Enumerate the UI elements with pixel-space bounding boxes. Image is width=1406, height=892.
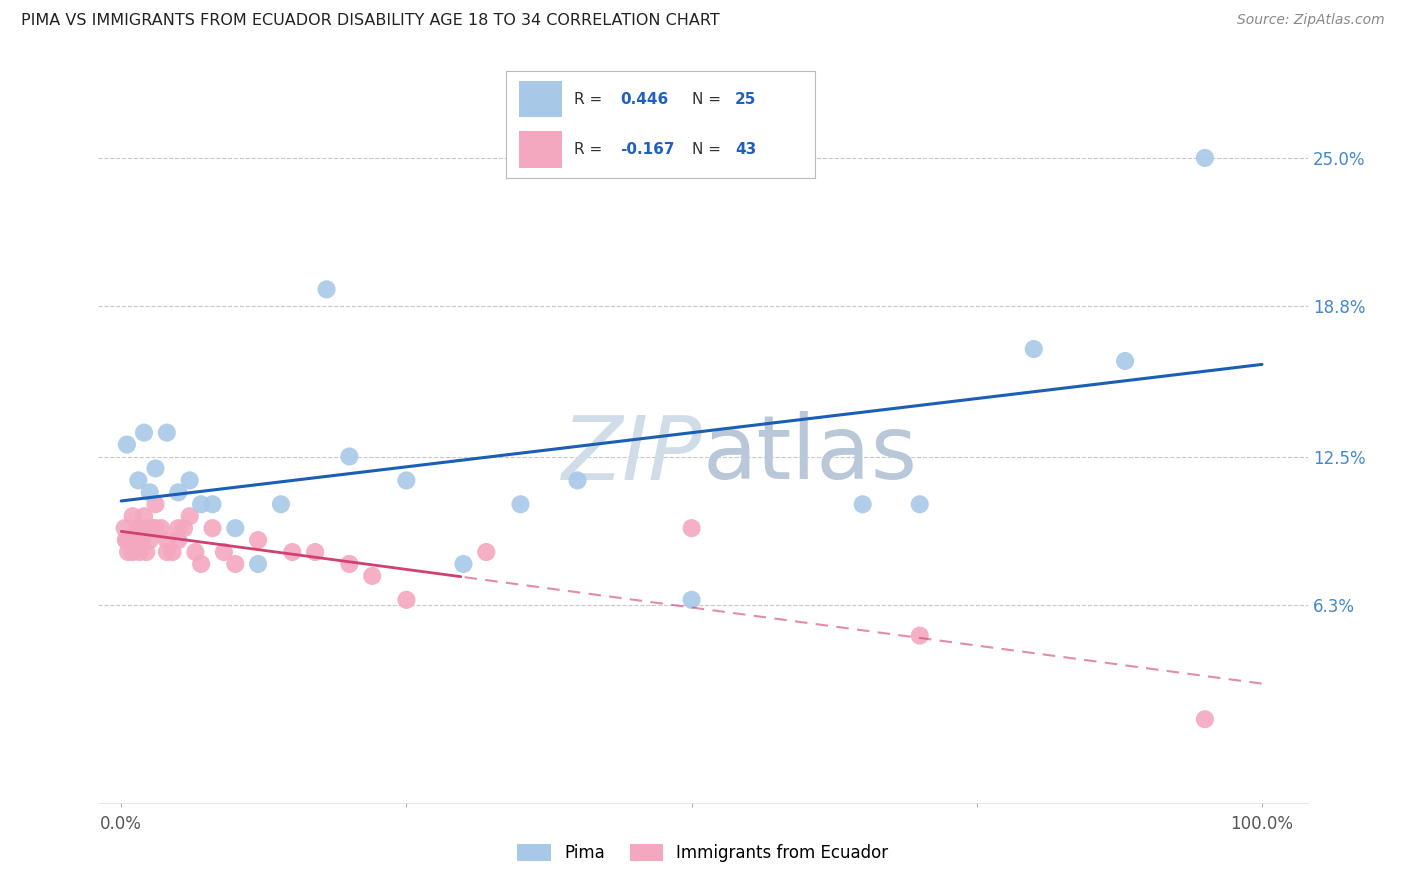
- Text: R =: R =: [574, 142, 607, 157]
- Text: ZIP: ZIP: [562, 412, 703, 498]
- Point: [1194, 151, 1216, 165]
- Text: N =: N =: [692, 92, 725, 107]
- Point: [167, 533, 190, 547]
- Point: [315, 282, 337, 296]
- Text: PIMA VS IMMIGRANTS FROM ECUADOR DISABILITY AGE 18 TO 34 CORRELATION CHART: PIMA VS IMMIGRANTS FROM ECUADOR DISABILI…: [21, 13, 720, 29]
- Point: [156, 545, 179, 559]
- Point: [247, 557, 270, 571]
- Point: [908, 497, 931, 511]
- Point: [184, 545, 207, 559]
- Point: [1194, 712, 1216, 726]
- Point: [201, 497, 224, 511]
- Point: [681, 521, 703, 535]
- Point: [121, 509, 143, 524]
- Point: [135, 545, 157, 559]
- Text: -0.167: -0.167: [620, 142, 675, 157]
- Point: [128, 545, 150, 559]
- Point: [681, 592, 703, 607]
- Point: [852, 497, 875, 511]
- Point: [201, 521, 224, 535]
- Point: [121, 545, 143, 559]
- Point: [145, 497, 167, 511]
- Point: [395, 592, 418, 607]
- Text: 25: 25: [735, 92, 756, 107]
- Point: [114, 533, 136, 547]
- Point: [908, 629, 931, 643]
- Point: [120, 533, 142, 547]
- Point: [127, 521, 149, 535]
- Point: [270, 497, 292, 511]
- Point: [127, 521, 149, 535]
- Point: [173, 521, 195, 535]
- Point: [115, 437, 138, 451]
- Point: [212, 545, 235, 559]
- Point: [124, 533, 146, 547]
- Point: [337, 557, 360, 571]
- Point: [127, 474, 149, 488]
- Point: [567, 474, 589, 488]
- Point: [141, 521, 163, 535]
- Point: [156, 533, 179, 547]
- Point: [118, 533, 141, 547]
- Point: [156, 425, 179, 440]
- Point: [224, 557, 246, 571]
- Text: Source: ZipAtlas.com: Source: ZipAtlas.com: [1237, 13, 1385, 28]
- Point: [167, 521, 190, 535]
- Point: [247, 533, 270, 547]
- Point: [114, 521, 136, 535]
- Text: atlas: atlas: [703, 411, 918, 499]
- Point: [139, 485, 162, 500]
- Legend: Pima, Immigrants from Ecuador: Pima, Immigrants from Ecuador: [510, 837, 896, 869]
- Point: [281, 545, 304, 559]
- Point: [167, 485, 190, 500]
- Bar: [519, 81, 562, 118]
- Bar: [519, 131, 562, 168]
- Point: [395, 474, 418, 488]
- Point: [453, 557, 475, 571]
- Point: [179, 474, 201, 488]
- Point: [1022, 342, 1045, 356]
- Point: [304, 545, 326, 559]
- Point: [337, 450, 360, 464]
- Text: N =: N =: [692, 142, 725, 157]
- Point: [190, 497, 212, 511]
- Point: [361, 569, 384, 583]
- Point: [117, 545, 139, 559]
- Point: [224, 521, 246, 535]
- Point: [145, 461, 167, 475]
- Point: [132, 509, 155, 524]
- Point: [115, 533, 138, 547]
- Point: [145, 521, 167, 535]
- Point: [179, 509, 201, 524]
- Point: [162, 545, 184, 559]
- Point: [190, 557, 212, 571]
- Point: [1114, 354, 1136, 368]
- Text: 43: 43: [735, 142, 756, 157]
- Point: [139, 533, 162, 547]
- Point: [150, 521, 173, 535]
- Point: [131, 533, 153, 547]
- Text: R =: R =: [574, 92, 607, 107]
- Point: [132, 425, 155, 440]
- Point: [509, 497, 531, 511]
- Text: 0.446: 0.446: [620, 92, 669, 107]
- Point: [132, 521, 155, 535]
- Point: [475, 545, 498, 559]
